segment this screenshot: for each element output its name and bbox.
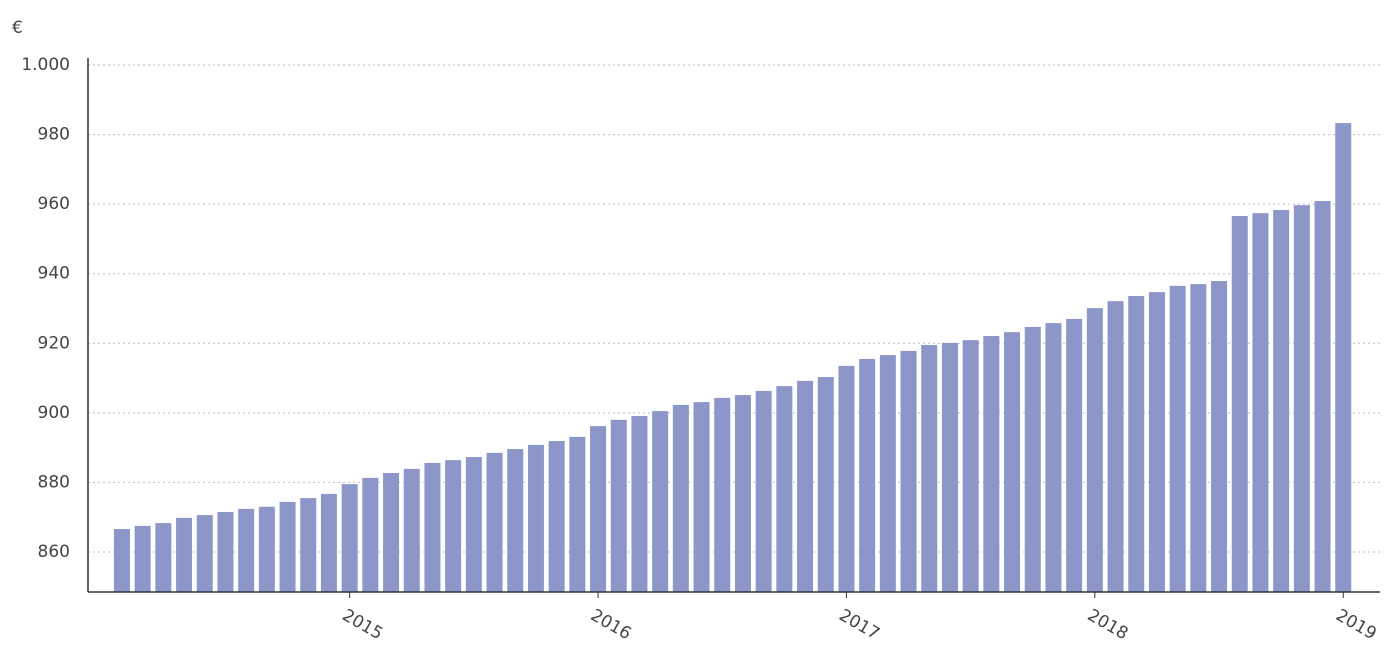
bar	[1273, 210, 1290, 592]
bar	[693, 402, 710, 592]
bar	[1086, 308, 1103, 592]
bar	[1024, 326, 1041, 592]
bar	[217, 511, 234, 592]
bar	[279, 501, 296, 592]
bar	[113, 529, 130, 592]
y-unit-label: €	[12, 18, 23, 38]
bar	[1293, 205, 1310, 592]
bar	[900, 350, 917, 592]
bar	[465, 457, 482, 592]
bar	[1066, 318, 1083, 592]
y-tick-label: 900	[38, 403, 70, 423]
x-tick-label: 2018	[1084, 605, 1131, 644]
bar	[507, 449, 524, 592]
bar	[362, 477, 379, 592]
bar	[341, 484, 358, 592]
bar	[258, 506, 275, 592]
bar	[1335, 123, 1352, 593]
bar	[320, 493, 337, 592]
bar	[1107, 301, 1124, 592]
y-tick-label: 860	[38, 542, 70, 562]
bar	[300, 498, 317, 592]
bar	[983, 335, 1000, 592]
bar	[1252, 213, 1269, 592]
x-tick-label: 2019	[1332, 605, 1379, 644]
bar	[941, 342, 958, 592]
y-tick-label: 940	[38, 264, 70, 284]
bar	[962, 340, 979, 592]
bar	[403, 468, 420, 592]
bar	[1128, 295, 1145, 592]
bar	[383, 473, 400, 592]
bar	[569, 436, 586, 592]
bar	[1148, 292, 1165, 592]
bar	[776, 386, 793, 592]
bar	[797, 380, 814, 592]
bar	[734, 395, 751, 592]
bar	[610, 419, 627, 592]
bar	[176, 517, 193, 592]
bar	[1231, 215, 1248, 592]
bar	[755, 390, 772, 592]
x-tick-label: 2017	[835, 605, 882, 644]
bar	[1190, 284, 1207, 592]
bar	[1045, 323, 1062, 592]
bar	[548, 441, 565, 592]
bar	[527, 444, 544, 592]
bar	[817, 377, 834, 592]
bar	[1169, 285, 1186, 592]
bar	[672, 404, 689, 592]
y-tick-label: 920	[38, 333, 70, 353]
y-tick-label: 1.000	[21, 55, 70, 75]
bar	[838, 365, 855, 592]
bar	[445, 460, 462, 592]
bar	[486, 452, 503, 592]
bar	[1314, 201, 1331, 592]
bar	[859, 358, 876, 592]
x-tick-label: 2015	[339, 605, 386, 644]
bar	[134, 525, 151, 592]
bar	[1211, 281, 1228, 592]
bar	[196, 515, 213, 592]
y-tick-label: 880	[38, 472, 70, 492]
y-tick-label: 980	[38, 125, 70, 145]
bar	[238, 508, 255, 592]
bar	[879, 355, 896, 592]
bar	[921, 345, 938, 592]
y-tick-label: 960	[38, 194, 70, 214]
bar	[714, 397, 731, 592]
bar	[652, 411, 669, 592]
x-tick-label: 2016	[587, 605, 634, 644]
bar	[631, 415, 648, 592]
bar	[155, 523, 172, 592]
bar	[590, 426, 607, 592]
bar	[1004, 332, 1021, 592]
bar	[424, 462, 441, 592]
